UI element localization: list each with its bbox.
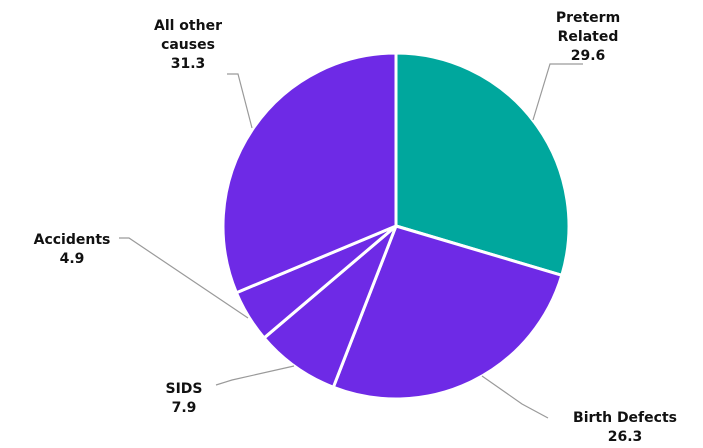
value-label-sids: 7.9 xyxy=(172,400,197,416)
slice-preterm-related xyxy=(394,51,571,277)
leader-line-accidents xyxy=(119,237,249,319)
leader-line-preterm-related xyxy=(532,63,583,121)
leader-line-all-other-causes xyxy=(227,73,253,129)
category-label-all-other-causes: causes xyxy=(161,37,215,53)
value-label-accidents: 4.9 xyxy=(60,251,85,267)
category-label-sids: SIDS xyxy=(166,381,203,397)
leader-lines xyxy=(119,63,583,419)
label-all-other-causes: All other causes 31.3 xyxy=(154,18,222,72)
category-label-birth-defects: Birth Defects xyxy=(573,410,677,426)
slice-birth-defects xyxy=(331,224,564,401)
leader-line-birth-defects xyxy=(481,375,549,419)
slice-labels: Preterm Related 29.6 Birth Defects 26.3 SIDS 7… xyxy=(34,10,677,445)
label-birth-defects: Birth Defects 26.3 xyxy=(573,410,677,445)
category-label-preterm-related: Related xyxy=(558,29,619,45)
category-label-accidents: Accidents xyxy=(34,232,111,248)
value-label-preterm-related: 29.6 xyxy=(571,48,606,64)
category-label-preterm-related: Preterm xyxy=(556,10,620,26)
value-label-all-other-causes: 31.3 xyxy=(171,56,206,72)
category-label-all-other-causes: All other xyxy=(154,18,222,34)
value-label-birth-defects: 26.3 xyxy=(608,429,643,445)
leader-line-sids xyxy=(215,365,295,386)
label-accidents: Accidents 4.9 xyxy=(34,232,111,267)
label-sids: SIDS 7.9 xyxy=(166,381,203,416)
pie-slices xyxy=(221,51,571,401)
label-preterm-related: Preterm Related 29.6 xyxy=(556,10,620,64)
slice-all-other-causes xyxy=(221,51,398,295)
